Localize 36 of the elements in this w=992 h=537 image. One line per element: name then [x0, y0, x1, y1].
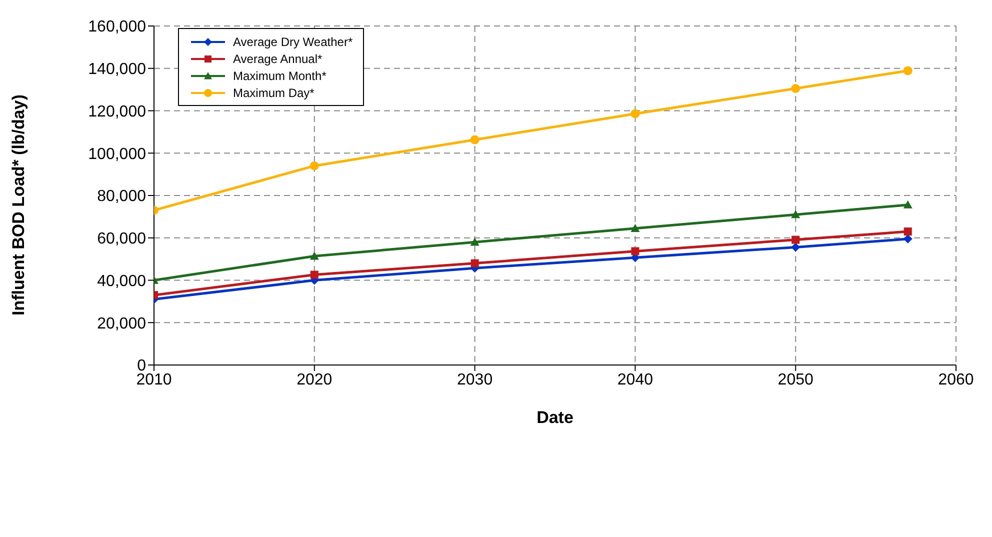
y-axis-title: Influent BOD Load* (lb/day): [9, 94, 28, 316]
point: [903, 66, 912, 76]
legend-label: Average Dry Weather*: [233, 34, 353, 48]
x-axis-title: Date: [536, 408, 574, 427]
point: [310, 252, 319, 260]
legend-label: Average Annual*: [233, 52, 322, 66]
point: [470, 135, 480, 144]
legend-label: Maximum Day*: [233, 86, 314, 100]
point: [310, 270, 318, 279]
x-tick-label: 2030: [457, 371, 493, 388]
point: [791, 242, 800, 252]
y-tick-label: 40,000: [97, 272, 146, 290]
x-tick-label: 2020: [296, 371, 332, 388]
x-tick-label: 2060: [938, 371, 974, 388]
x-tick-label: 2050: [778, 371, 814, 388]
point: [791, 210, 800, 218]
point: [903, 200, 912, 208]
point: [310, 161, 319, 170]
x-tick-label: 2040: [617, 371, 654, 388]
y-tick-label: 160,000: [88, 18, 146, 36]
y-tick-label: 60,000: [97, 230, 146, 248]
point: [904, 228, 912, 236]
y-tick-label: 140,000: [88, 61, 146, 78]
point: [792, 236, 800, 244]
x-tick-label: 2010: [136, 371, 172, 388]
point: [630, 224, 640, 232]
point: [470, 238, 480, 246]
point: [630, 109, 640, 118]
y-tick-label: 120,000: [88, 103, 146, 120]
y-tick-label: 80,000: [97, 188, 146, 206]
point: [631, 247, 640, 256]
y-tick-label: 100,000: [88, 146, 146, 163]
y-tick-label: 20,000: [97, 315, 146, 332]
point: [791, 84, 800, 94]
point: [470, 259, 479, 268]
legend-label: Maximum Month*: [233, 68, 326, 82]
